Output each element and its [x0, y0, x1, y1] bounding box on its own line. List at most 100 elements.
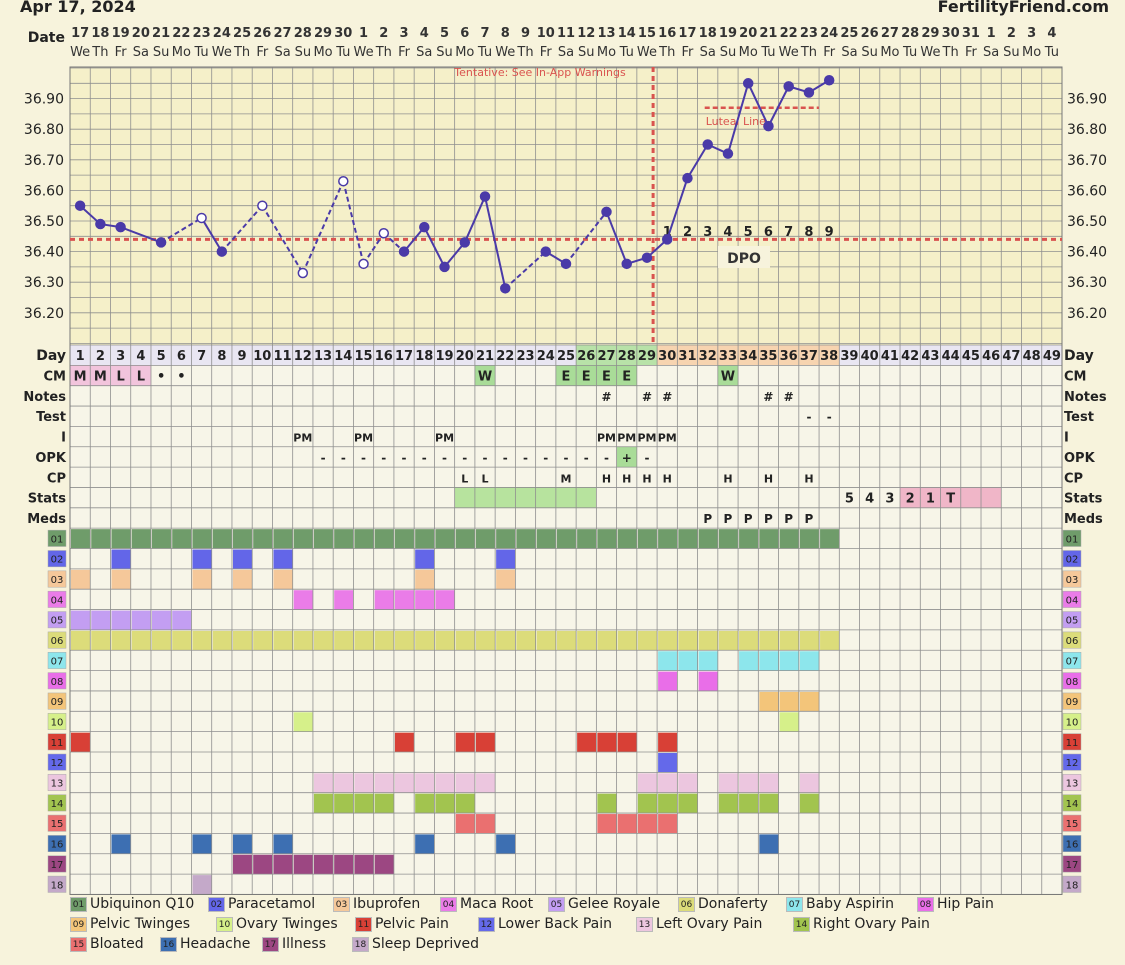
symptom-cell-01 — [232, 529, 253, 549]
dpo-number: 8 — [804, 225, 813, 240]
stats-cell — [900, 487, 921, 508]
symptom-code-box-left — [47, 570, 67, 588]
symptom-code-box-right — [1062, 529, 1082, 547]
legend-swatch: 18 — [352, 936, 369, 952]
date-number: 30 — [334, 26, 352, 41]
opk-value: - — [503, 451, 508, 465]
meds-value: P — [703, 512, 712, 526]
temp-point — [722, 148, 734, 159]
day-cell — [515, 345, 536, 366]
day-highlight-cell — [738, 345, 759, 366]
symptom-cell-11 — [71, 732, 91, 752]
symptom-cell-14 — [718, 793, 739, 814]
symptom-cell-01 — [556, 529, 577, 549]
symptom-cell-01 — [212, 529, 232, 549]
symptom-code-box-left — [47, 753, 67, 771]
temp-segment — [565, 211, 608, 265]
day-cell — [150, 345, 172, 366]
day-cell — [393, 345, 415, 366]
date-number: 6 — [460, 26, 469, 41]
date-number: 19 — [112, 26, 130, 41]
weekday-label: Su — [295, 45, 312, 60]
symptom-cell-01 — [718, 529, 739, 549]
symptom-cell-11 — [617, 732, 637, 752]
intercourse-value: PM — [637, 432, 656, 445]
temp-point — [74, 200, 86, 211]
date-number: 18 — [699, 26, 717, 41]
symptom-cell-16 — [496, 834, 516, 854]
symptom-code-right: 02 — [1066, 555, 1079, 566]
y-tick-label: 36.30 — [1067, 275, 1107, 291]
cm-cell — [555, 365, 577, 386]
symptom-cell-17 — [354, 854, 374, 875]
symptom-code-left: 11 — [51, 738, 64, 749]
temp-point — [560, 258, 572, 270]
symptom-code-right: 11 — [1066, 738, 1079, 749]
symptom-cell-06 — [698, 630, 718, 651]
temp-point — [439, 261, 450, 273]
stats-cell — [474, 487, 496, 508]
legend-swatch: 03 — [333, 896, 350, 912]
brand-logo[interactable]: FertilityFriend.com — [937, 0, 1109, 16]
meds-value: P — [764, 512, 773, 526]
legend-swatch: 12 — [478, 916, 495, 932]
temp-point — [297, 267, 309, 279]
day-cell — [110, 345, 131, 366]
stats-value: 2 — [906, 492, 915, 507]
symptom-cell-05 — [91, 610, 111, 630]
date-number: 30 — [942, 26, 960, 41]
symptom-code-box-left — [47, 855, 67, 873]
day-highlight-cell — [616, 345, 637, 366]
weekday-label: Fr — [398, 45, 411, 60]
day-cell — [555, 345, 577, 366]
day-cell — [940, 345, 961, 366]
temp-point — [338, 175, 349, 187]
temp-point — [216, 246, 228, 257]
cp-value: H — [764, 472, 773, 485]
date-number: 12 — [577, 26, 595, 41]
day-cell — [920, 345, 941, 366]
symptom-cell-04 — [394, 590, 415, 610]
weekday-label: Sa — [416, 45, 432, 60]
day-number: 44 — [942, 349, 960, 364]
temp-point — [601, 206, 612, 218]
row-label-date: Date — [28, 30, 65, 46]
symptom-code-box-right — [1062, 835, 1082, 853]
symptom-cell-14 — [637, 793, 658, 814]
legend-label: Paracetamol — [228, 896, 316, 912]
day-number: 17 — [395, 349, 413, 364]
cm-value: M — [94, 370, 107, 385]
symptom-cell-03 — [415, 569, 435, 590]
temp-point — [358, 258, 369, 270]
dpo-number: 5 — [744, 225, 753, 240]
symptom-cell-03 — [111, 569, 131, 590]
y-tick-label: 36.40 — [24, 245, 64, 261]
day-highlight-cell — [596, 345, 617, 366]
opk-value: - — [381, 451, 386, 465]
date-number: 31 — [962, 26, 980, 41]
temp-point — [783, 81, 794, 92]
test-value: - — [827, 410, 832, 424]
legend-swatch: 14 — [793, 916, 810, 932]
day-number: 35 — [759, 349, 777, 364]
day-highlight-cell — [717, 345, 739, 366]
weekday-label: Sa — [133, 45, 149, 60]
row-label-left: I — [61, 431, 66, 446]
stats-value: 1 — [926, 492, 935, 507]
stats-cell — [981, 487, 1002, 508]
day-number: 37 — [800, 349, 818, 364]
symptom-cell-06 — [253, 630, 273, 651]
day-highlight-cell — [636, 345, 658, 366]
legend-swatch: 07 — [786, 896, 803, 912]
date-number: 26 — [253, 26, 271, 41]
legend-item-04: 04 Maca Root — [440, 895, 533, 913]
cm-cell — [90, 365, 111, 386]
opk-positive-cell — [616, 446, 637, 468]
symptom-code-left: 15 — [51, 819, 64, 830]
day-number: 10 — [253, 349, 271, 364]
temp-point — [155, 237, 167, 248]
date-number: 7 — [480, 26, 489, 41]
opk-value: - — [341, 451, 346, 465]
symptom-cell-01 — [435, 529, 455, 549]
day-cell — [1041, 345, 1062, 366]
